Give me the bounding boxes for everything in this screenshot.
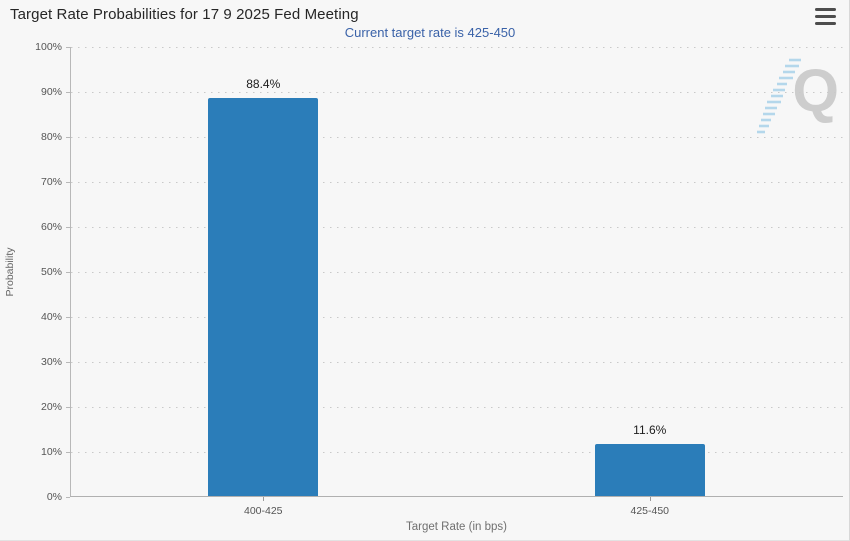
quikstrike-watermark: Q — [751, 55, 841, 175]
x-tick-mark — [263, 497, 265, 501]
gridline — [71, 272, 843, 273]
quikstrike-q-logo: Q — [792, 57, 839, 124]
y-tick-mark — [66, 272, 70, 273]
hamburger-bar — [815, 14, 836, 19]
y-tick-label: 40% — [40, 311, 62, 323]
gridline — [71, 92, 843, 93]
chart-subtitle: Current target rate is 425-450 — [344, 25, 516, 40]
y-tick-label: 100% — [35, 41, 62, 53]
gridline — [71, 47, 843, 48]
gridline — [71, 227, 843, 228]
y-tick-mark — [66, 452, 70, 453]
probability-bar[interactable] — [208, 98, 319, 496]
chart-title: Target Rate Probabilities for 17 9 2025 … — [10, 6, 359, 23]
gridline — [71, 137, 843, 138]
y-tick-mark — [66, 497, 70, 498]
y-tick-label: 20% — [40, 401, 62, 413]
y-tick-label: 30% — [40, 356, 62, 368]
y-tick-label: 10% — [40, 446, 62, 458]
x-tick-label: 400-425 — [243, 505, 283, 517]
probability-bar[interactable] — [594, 444, 705, 496]
hamburger-bar — [815, 8, 836, 12]
y-tick-label: 60% — [40, 221, 62, 233]
y-tick-label: 80% — [40, 131, 62, 143]
y-tick-label: 70% — [40, 176, 62, 188]
y-tick-mark — [66, 182, 70, 183]
x-axis-line — [70, 496, 843, 497]
gridline — [71, 317, 843, 318]
x-tick-label: 425-450 — [630, 505, 670, 517]
gridline — [71, 452, 843, 453]
y-tick-mark — [66, 227, 70, 228]
bar-value-label: 11.6% — [633, 423, 667, 437]
y-tick-mark — [66, 137, 70, 138]
y-axis-title: Probability — [4, 247, 16, 297]
y-axis-line — [70, 47, 71, 497]
y-tick-mark — [66, 362, 70, 363]
y-tick-mark — [66, 317, 70, 318]
watermark-dashes-icon — [757, 58, 801, 134]
plot-area: Q 0% 10% 20% 30% 40% 50% 60% 70% 80% 90% 100% 88.4%… — [35, 41, 843, 517]
gridline — [71, 362, 843, 363]
gridline — [71, 407, 843, 408]
y-tick-label: 90% — [40, 86, 62, 98]
y-tick-label: 0% — [46, 491, 62, 503]
bar-value-label: 88.4% — [246, 77, 281, 91]
y-tick-label: 50% — [40, 266, 62, 278]
x-axis-title: Target Rate (in bps) — [406, 521, 507, 533]
gridline — [71, 182, 843, 183]
y-tick-mark — [66, 47, 70, 48]
hamburger-bar — [815, 21, 836, 25]
hamburger-menu-icon[interactable] — [815, 8, 836, 25]
x-tick-mark — [649, 497, 651, 501]
y-tick-mark — [66, 92, 70, 93]
y-tick-mark — [66, 407, 70, 408]
